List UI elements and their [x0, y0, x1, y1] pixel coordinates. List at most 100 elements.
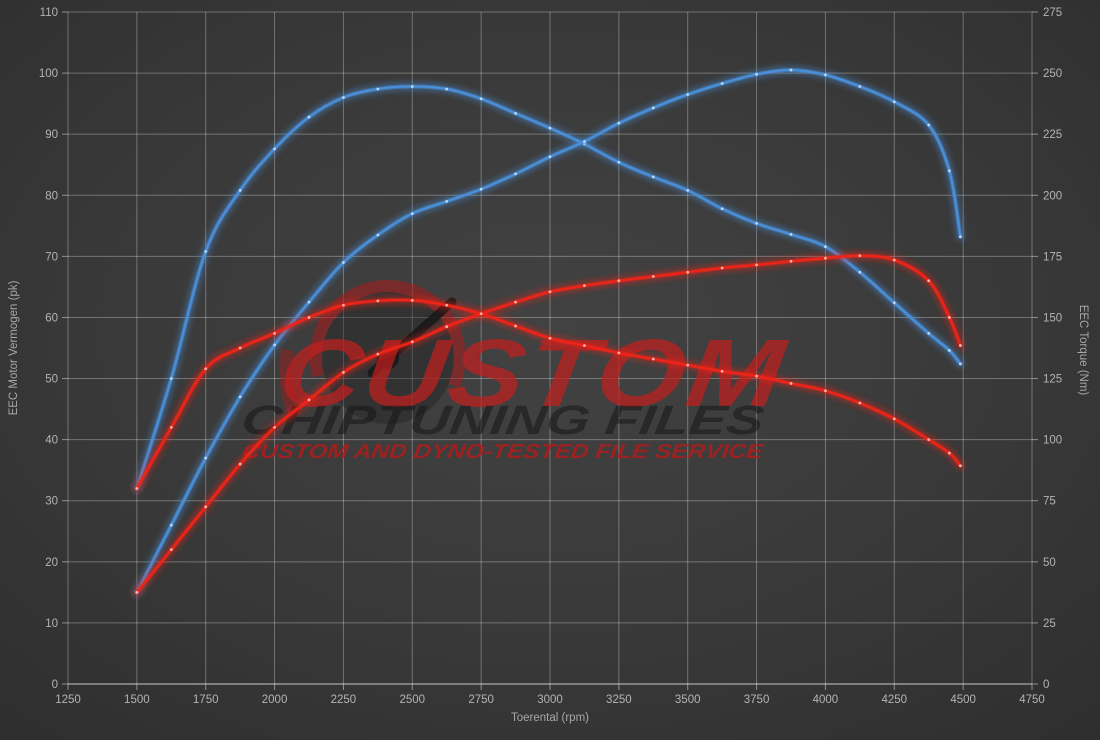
blue-torque-point	[169, 377, 173, 380]
blue-torque-point	[958, 362, 962, 366]
red-power-point	[892, 258, 896, 262]
red-torque-point	[686, 363, 690, 367]
blue-torque-point	[445, 87, 449, 91]
y-left-tick-label: 100	[39, 68, 58, 80]
blue-torque-point	[273, 147, 276, 151]
red-power-point	[858, 254, 862, 258]
speedometer-logo-icon	[279, 279, 466, 424]
red-power-point	[824, 256, 827, 260]
red-torque-point	[548, 336, 552, 340]
blue-power-point	[789, 68, 793, 72]
red-power-point	[686, 270, 690, 274]
x-tick-label: 4500	[950, 694, 976, 706]
y-right-tick-label: 200	[1043, 190, 1062, 202]
red-power-point	[342, 371, 345, 374]
blue-power-point	[583, 140, 586, 143]
red-torque-point	[824, 389, 827, 393]
blue-torque-point	[927, 331, 931, 335]
red-torque-point	[651, 357, 655, 361]
blue-power-point	[238, 395, 242, 399]
watermark: CUSTOM CHIPTUNING FILES CUSTOM AND DYNO-…	[239, 279, 794, 463]
curve-blue-torque	[132, 81, 965, 493]
blue-power-point	[479, 187, 483, 191]
red-power-point	[947, 316, 951, 319]
blue-power-point	[410, 212, 414, 216]
red-power-line	[135, 254, 962, 594]
blue-power-point	[892, 100, 896, 104]
red-power-point	[410, 340, 414, 344]
x-axis-title: Toerental (rpm)	[511, 712, 589, 724]
red-power-point	[617, 279, 621, 283]
blue-torque-point	[342, 96, 345, 99]
y-right-tick-label: 225	[1043, 129, 1062, 141]
y-right-tick-label: 250	[1043, 68, 1062, 80]
y-left-tick-label: 110	[40, 7, 58, 19]
blue-torque-point	[892, 301, 896, 305]
blue-power-point	[858, 85, 862, 88]
x-tick-label: 2750	[468, 694, 494, 706]
curve-blue-power	[132, 65, 965, 597]
y-right-tick-label: 25	[1043, 618, 1056, 630]
curve-red-power	[132, 251, 965, 597]
x-tick-label: 3000	[537, 694, 563, 706]
y-right-tick-label: 100	[1043, 435, 1062, 447]
red-power-point	[169, 548, 173, 551]
blue-power-point	[927, 123, 931, 127]
watermark-subtitle: CHIPTUNING FILES	[239, 397, 768, 443]
blue-torque-point	[858, 270, 862, 274]
blue-power-point	[273, 343, 276, 347]
blue-torque-point	[789, 232, 793, 236]
blue-torque-point	[651, 175, 655, 179]
y-left-tick-label: 80	[45, 190, 58, 202]
blue-torque-point	[410, 85, 414, 88]
blue-power-point	[720, 82, 724, 85]
red-torque-point	[135, 487, 139, 490]
y-left-tick-label: 90	[45, 129, 58, 141]
red-torque-point	[789, 382, 793, 385]
red-power-point	[445, 325, 449, 329]
y-left-tick-label: 40	[45, 435, 58, 447]
x-tick-label: 2500	[399, 694, 425, 706]
red-torque-point	[892, 417, 896, 421]
blue-power-point	[947, 169, 951, 173]
x-tick-label: 1500	[124, 694, 150, 706]
curve-layer	[132, 65, 965, 597]
red-torque-point	[376, 299, 380, 303]
x-tick-label: 3500	[675, 694, 701, 706]
blue-power-point	[307, 300, 311, 304]
red-power-point	[755, 263, 758, 267]
y-left-tick-label: 30	[45, 496, 58, 508]
y-right-tick-label: 175	[1043, 251, 1062, 263]
red-power-point	[548, 290, 552, 294]
red-power-point	[514, 300, 517, 304]
blue-power-point	[651, 106, 655, 110]
blue-power-point	[514, 172, 517, 176]
y-left-tick-label: 70	[45, 251, 58, 263]
y-right-tick-label: 275	[1043, 7, 1062, 19]
blue-power-point	[169, 523, 173, 527]
y-right-tick-label: 150	[1043, 312, 1062, 324]
red-torque-point	[342, 303, 345, 307]
y-left-tick-label: 0	[52, 679, 58, 691]
blue-torque-point	[307, 115, 311, 119]
blue-torque-point	[947, 349, 951, 352]
red-power-point	[720, 266, 724, 270]
gauge-ring	[309, 279, 466, 389]
watermark-title: CUSTOM	[273, 320, 794, 426]
red-torque-point	[755, 374, 758, 378]
blue-power-point	[342, 261, 345, 264]
y-left-tick-label: 60	[45, 312, 58, 324]
y-left-tick-label: 10	[45, 618, 58, 630]
y-right-tick-label: 0	[1043, 679, 1049, 691]
blue-torque-point	[376, 87, 380, 91]
x-tick-label: 1250	[55, 694, 81, 706]
y-right-tick-label: 125	[1043, 374, 1062, 386]
red-torque-point	[720, 369, 724, 373]
red-power-point	[927, 279, 931, 283]
y-left-tick-label: 20	[45, 557, 58, 569]
red-power-point	[479, 312, 483, 316]
red-power-point	[273, 426, 276, 429]
x-tick-label: 4000	[813, 694, 839, 706]
red-torque-point	[410, 298, 414, 302]
